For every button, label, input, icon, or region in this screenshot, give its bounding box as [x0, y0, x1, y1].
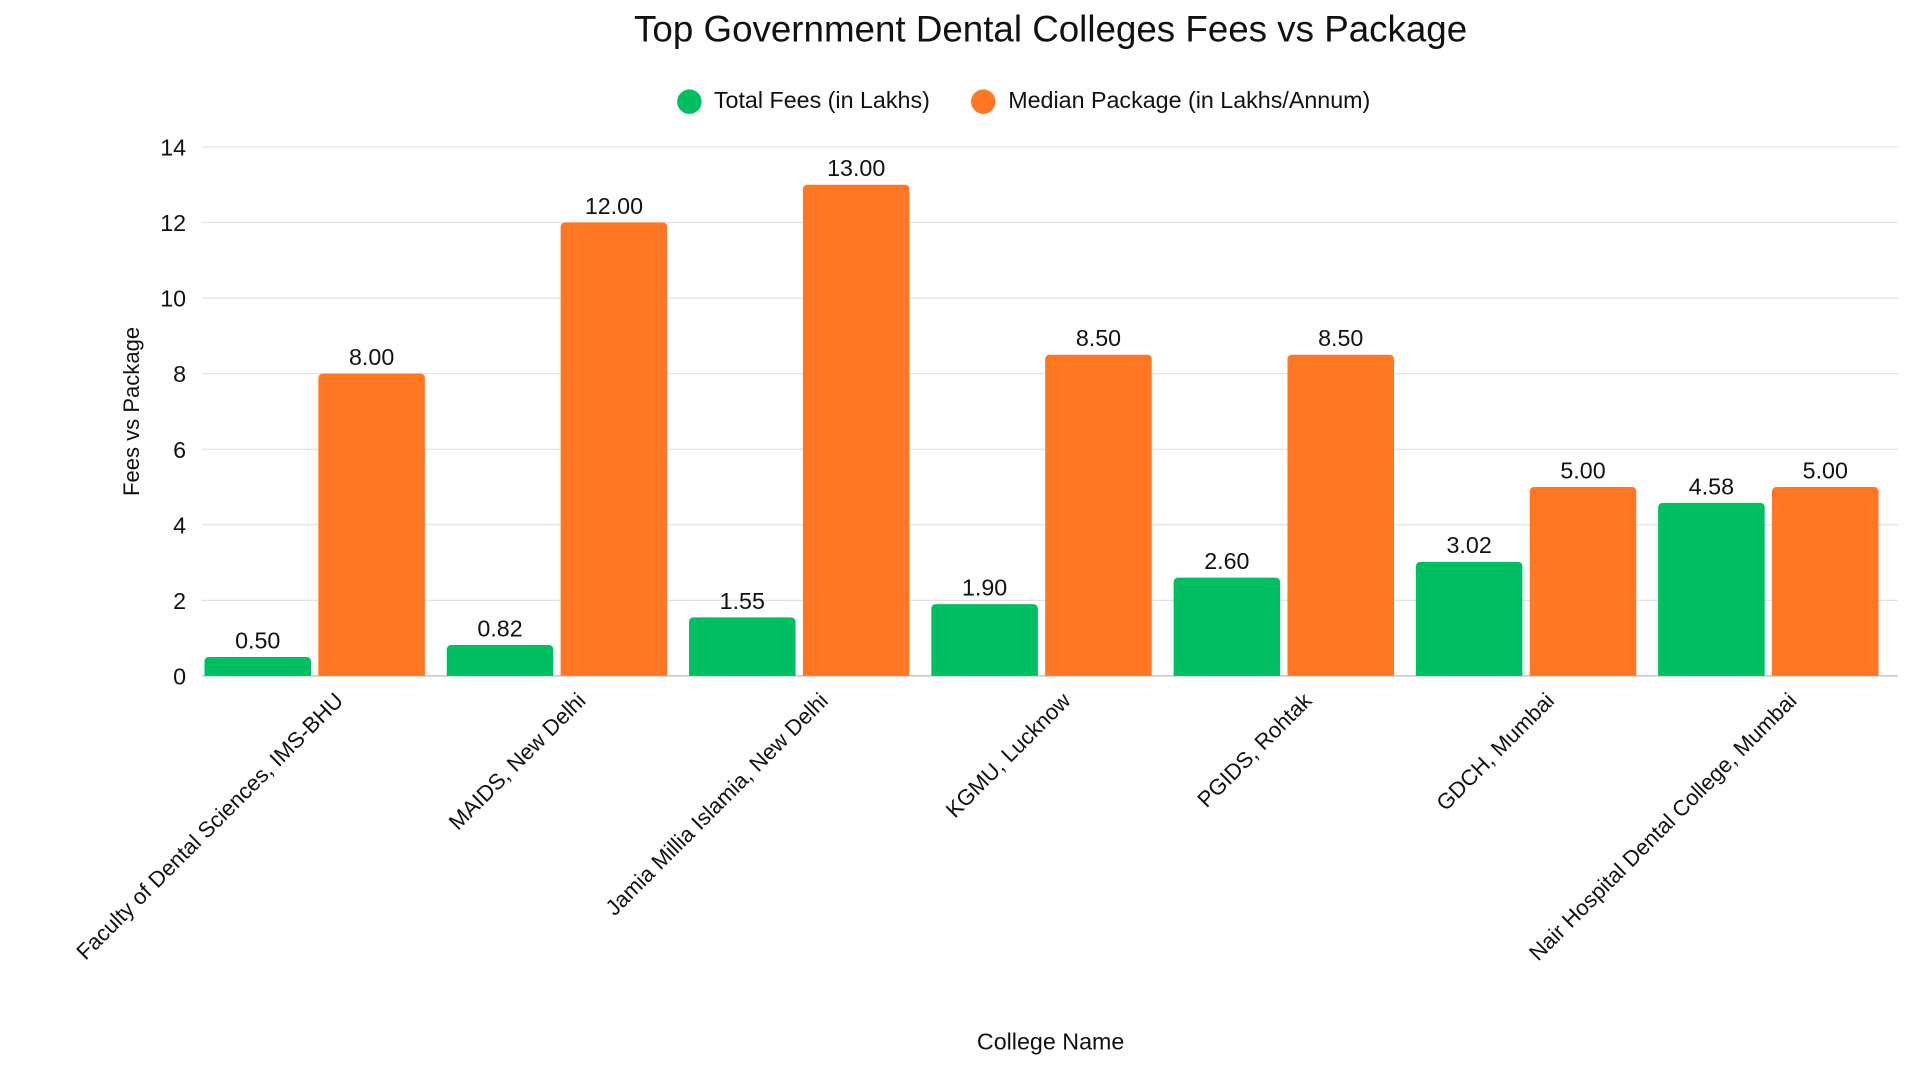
- y-tick-label: 2: [173, 588, 186, 614]
- data-label: 8.00: [349, 344, 394, 370]
- bar-fees: [689, 617, 796, 676]
- bar-package: [1045, 354, 1152, 676]
- bar-package: [1529, 487, 1637, 676]
- bar-fees: [1415, 561, 1523, 676]
- legend-label: Median Package (in Lakhs/Annum): [1008, 88, 1371, 114]
- legend-swatch: [677, 89, 702, 114]
- bar-package: [1287, 354, 1395, 676]
- data-label: 2.60: [1204, 548, 1249, 574]
- bar-package: [318, 373, 425, 676]
- bar-fees: [1658, 502, 1765, 676]
- legend-swatch: [971, 89, 996, 114]
- legend-label: Total Fees (in Lakhs): [713, 88, 930, 114]
- data-label: 4.58: [1689, 473, 1734, 499]
- y-tick-label: 14: [160, 135, 186, 161]
- x-axis-label: College Name: [976, 1029, 1125, 1056]
- data-label: 8.50: [1318, 325, 1363, 351]
- data-label: 1.90: [962, 575, 1007, 601]
- data-label: 3.02: [1447, 532, 1492, 558]
- data-label: 0.50: [235, 627, 280, 653]
- y-tick-label: 4: [173, 512, 186, 538]
- y-tick-label: 0: [173, 663, 186, 689]
- bar-fees: [204, 657, 312, 676]
- data-label: 13.00: [827, 155, 885, 181]
- bar-package: [560, 222, 668, 676]
- data-label: 1.55: [720, 588, 765, 614]
- legend-item-fees: Total Fees (in Lakhs): [677, 88, 930, 115]
- chart-title: Top Government Dental Colleges Fees vs P…: [634, 9, 1468, 51]
- bar-fees: [446, 644, 554, 676]
- legend-item-package: Median Package (in Lakhs/Annum): [971, 88, 1370, 115]
- bar-fees: [1173, 577, 1281, 676]
- legend: Total Fees (in Lakhs) Median Package (in…: [677, 88, 1370, 115]
- bar-fees: [931, 604, 1038, 676]
- data-label: 12.00: [585, 193, 643, 219]
- data-label: 0.82: [477, 615, 522, 641]
- y-tick-label: 8: [173, 361, 186, 387]
- bar-package: [802, 184, 910, 676]
- y-tick-label: 12: [160, 210, 186, 236]
- data-label: 5.00: [1560, 457, 1605, 483]
- data-label: 8.50: [1076, 325, 1121, 351]
- y-tick-label: 6: [173, 437, 186, 463]
- bar-package: [1772, 487, 1879, 676]
- data-label: 5.00: [1803, 457, 1848, 483]
- y-tick-label: 10: [160, 286, 186, 312]
